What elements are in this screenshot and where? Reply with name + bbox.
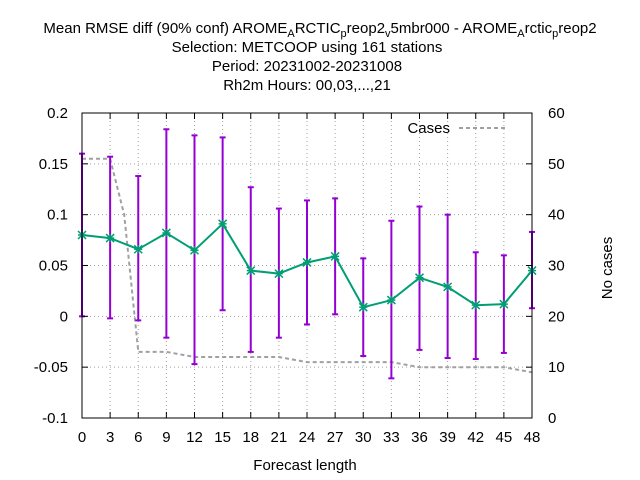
y-tick-label: 0.1 — [47, 207, 68, 224]
x-tick-label: 3 — [106, 429, 114, 446]
y2-tick-label: 50 — [548, 156, 565, 173]
x-tick-label: 15 — [214, 429, 231, 446]
chart-title: Mean RMSE diff (90% conf) AROMEARCTICpre… — [43, 20, 596, 94]
y-tick-label: 0 — [60, 308, 68, 325]
y-tick-label: -0.1 — [42, 410, 68, 427]
main-series — [77, 219, 537, 312]
x-tick-label: 33 — [383, 429, 400, 446]
data-point — [302, 257, 312, 267]
y-tick-labels: -0.1 -0.05 0 0.05 0.1 0.15 0.2 — [34, 105, 68, 427]
x-axis-label: Forecast length — [253, 457, 356, 474]
x-tick-label: 36 — [411, 429, 428, 446]
cases-layer — [82, 157, 533, 374]
data-point — [161, 228, 171, 238]
data-point — [274, 269, 284, 279]
data-point — [246, 266, 256, 276]
y2-axis-label: No cases — [599, 237, 616, 300]
x-tick-label: 12 — [186, 429, 203, 446]
x-tick-label: 24 — [299, 429, 316, 446]
series-cases-line — [82, 157, 533, 374]
x-tick-label: 30 — [355, 429, 372, 446]
data-point — [105, 233, 115, 243]
legend: Cases — [407, 120, 506, 137]
y2-tick-label: 40 — [548, 207, 565, 224]
data-point — [386, 295, 396, 305]
data-point — [471, 300, 481, 310]
x-tick-label: 18 — [242, 429, 259, 446]
y2-tick-label: 60 — [548, 105, 565, 122]
x-tick-labels: 0 3 6 9 12 15 18 21 24 27 30 33 36 39 42 45 48 — [78, 429, 541, 446]
x-tick-label: 27 — [327, 429, 344, 446]
data-point — [443, 282, 453, 292]
data-point — [330, 251, 340, 261]
y2-tick-label: 30 — [548, 258, 565, 275]
data-point — [499, 299, 509, 309]
data-point — [133, 244, 143, 254]
y-tick-label: -0.05 — [34, 359, 68, 376]
y-tick-label: 0.2 — [47, 105, 68, 122]
y2-tick-label: 0 — [548, 410, 556, 427]
x-tick-label: 45 — [496, 429, 513, 446]
data-point — [218, 219, 228, 229]
x-tick-label: 42 — [467, 429, 484, 446]
x-tick-label: 48 — [524, 429, 541, 446]
x-tick-label: 21 — [271, 429, 288, 446]
x-tick-label: 0 — [78, 429, 86, 446]
title-line-1: Mean RMSE diff (90% conf) AROMEARCTICpre… — [43, 20, 596, 40]
x-tick-label: 9 — [162, 429, 170, 446]
legend-label-cases: Cases — [407, 120, 450, 137]
error-bars — [79, 128, 535, 380]
x-tick-label: 39 — [439, 429, 456, 446]
y-tick-label: 0.05 — [39, 258, 68, 275]
title-line-4: Rh2m Hours: 00,03,...,21 — [223, 77, 391, 94]
y-tick-label: 0.15 — [39, 156, 68, 173]
y2-tick-label: 10 — [548, 359, 565, 376]
title-line-3: Period: 20231002-20231008 — [212, 58, 402, 75]
title-line-2: Selection: METCOOP using 161 stations — [172, 39, 443, 56]
y2-tick-label: 20 — [548, 308, 565, 325]
y2-tick-labels: 0 10 20 30 40 50 60 — [548, 105, 565, 427]
x-tick-label: 6 — [134, 429, 142, 446]
data-point — [358, 302, 368, 312]
axes — [81, 112, 533, 419]
data-point — [189, 245, 200, 255]
data-point — [414, 273, 425, 283]
